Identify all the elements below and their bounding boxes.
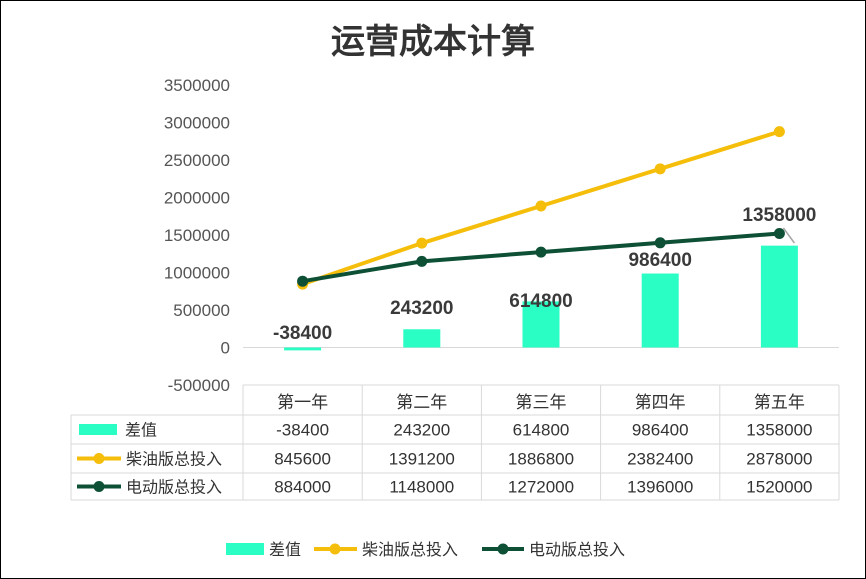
data-label-2: 243200 [390, 298, 453, 319]
y-tick-label: 500000 [173, 301, 230, 320]
data-label-4: 986400 [628, 250, 691, 271]
y-axis: 3500000 3000000 2500000 2000000 1500000 10000… [164, 76, 839, 395]
y-tick-label: -500000 [168, 376, 230, 395]
y-tick-label: 2500000 [164, 151, 230, 170]
point-2-2 [416, 255, 428, 267]
legend-label: 差值 [269, 540, 301, 559]
table-cell: 1272000 [508, 478, 574, 497]
point-2-3 [535, 246, 547, 258]
table-cell: 1391200 [389, 450, 455, 469]
legend-marker [497, 543, 509, 555]
bar-4 [641, 273, 679, 348]
bar-1 [284, 347, 322, 351]
row-series-name: 柴油版总投入 [126, 450, 222, 469]
line-series [297, 126, 785, 290]
legend-label: 电动版总投入 [529, 540, 625, 559]
row-key-marker [93, 453, 105, 464]
point-1-5 [773, 126, 785, 138]
bar-series [284, 245, 798, 351]
bar-2 [403, 329, 441, 348]
category-label: 第二年 [396, 393, 447, 412]
y-tick-label: 3500000 [164, 76, 230, 95]
data-labels: -38400 243200 614800 986400 1358000 [273, 205, 816, 344]
point-1-4 [654, 163, 666, 175]
legend: 差值 柴油版总投入 电动版总投入 [226, 540, 625, 559]
y-tick-label: 1500000 [164, 226, 230, 245]
point-2-5 [773, 228, 785, 239]
table-cell: 1396000 [627, 478, 693, 497]
data-label-1: -38400 [273, 323, 332, 344]
y-tick-label: 0 [221, 339, 230, 358]
row-series-name: 电动版总投入 [126, 478, 222, 497]
table-cell: 1886800 [508, 450, 574, 469]
category-label: 第四年 [635, 393, 686, 412]
bar-3 [522, 301, 560, 348]
category-label: 第五年 [754, 393, 805, 412]
y-tick-label: 3000000 [164, 114, 230, 133]
category-label: 第三年 [516, 393, 567, 412]
row-key-swatch [79, 424, 117, 435]
table-cell: 1148000 [389, 478, 454, 497]
table-cell: 614800 [513, 421, 570, 440]
point-2-4 [654, 237, 666, 249]
leader-line [782, 227, 796, 244]
category-label: 第一年 [277, 393, 328, 412]
point-2-1 [297, 275, 309, 287]
y-tick-label: 2000000 [164, 189, 230, 208]
table-cell: 1520000 [746, 478, 812, 497]
y-tick-label: 1000000 [164, 264, 230, 283]
point-1-2 [416, 237, 428, 249]
data-label-3: 614800 [509, 291, 572, 312]
table-cell: 2878000 [746, 450, 812, 469]
table-cell: 884000 [274, 478, 331, 497]
table-cell: 845600 [274, 450, 331, 469]
table-cell: 2382400 [627, 450, 693, 469]
row-series-name: 差值 [125, 421, 157, 440]
point-1-3 [535, 200, 547, 212]
bar-5 [760, 245, 798, 348]
legend-marker [329, 543, 341, 555]
data-label-5: 1358000 [742, 205, 816, 226]
legend-label: 柴油版总投入 [362, 540, 458, 559]
table-cell: 986400 [632, 421, 689, 440]
chart-title: 运营成本计算 [331, 22, 535, 62]
legend-swatch-bar [226, 543, 264, 555]
table-cell: 243200 [393, 421, 450, 440]
table-cell: -38400 [276, 421, 329, 440]
row-key-marker [93, 481, 105, 492]
table-cell: 1358000 [746, 421, 812, 440]
